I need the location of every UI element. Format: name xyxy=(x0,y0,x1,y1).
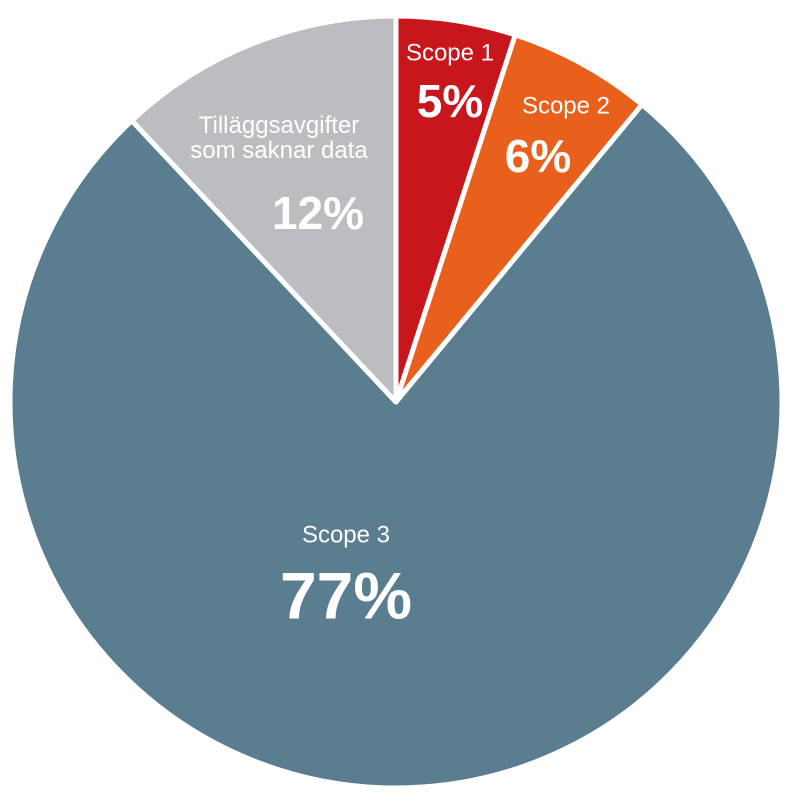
slice-label: Scope 2 xyxy=(521,92,611,120)
slice-label: Scope 1 xyxy=(405,39,495,67)
pie-slice xyxy=(393,32,645,405)
slice-label: Scope 3 xyxy=(301,521,391,549)
value-label: 6% xyxy=(504,129,572,182)
value-label: 5% xyxy=(416,74,484,127)
value-label: 77% xyxy=(279,558,413,633)
pie-slice xyxy=(7,102,785,791)
slice-label: Tilläggsavgifter som saknar data xyxy=(190,111,368,164)
value-label: 12% xyxy=(271,186,365,239)
pie-slice xyxy=(129,13,399,405)
